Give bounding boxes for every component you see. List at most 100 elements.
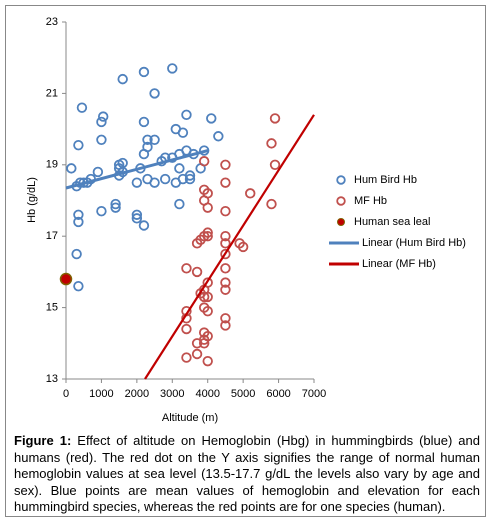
data-point — [181, 323, 192, 335]
data-point — [66, 163, 77, 174]
data-point — [237, 241, 249, 253]
data-point — [269, 159, 281, 171]
data-point — [198, 291, 210, 303]
data-point — [96, 134, 107, 146]
data-point — [138, 116, 150, 128]
data-point — [149, 88, 160, 99]
data-point — [220, 238, 231, 249]
x-tick-label: 2000 — [125, 388, 149, 400]
data-point — [202, 230, 213, 242]
x-tick-label: 6000 — [266, 388, 290, 400]
data-point — [181, 263, 192, 274]
data-point — [213, 131, 224, 142]
data-point — [131, 209, 143, 220]
data-point — [96, 116, 107, 128]
caption: Figure 1: Effect of altitude on Hemoglob… — [14, 433, 480, 516]
data-point — [191, 348, 203, 360]
data-point — [202, 277, 213, 288]
data-point — [220, 313, 231, 324]
x-tick-label: 0 — [63, 388, 69, 400]
data-point — [220, 320, 231, 331]
x-tick-label: 7000 — [302, 388, 326, 400]
chart-frame — [5, 5, 486, 517]
data-point — [110, 202, 121, 213]
data-point — [202, 291, 213, 303]
y-tick-label: 21 — [46, 87, 58, 99]
data-point — [220, 263, 231, 274]
data-point — [198, 184, 210, 195]
data-point — [138, 220, 150, 231]
x-tick-label: 1000 — [89, 388, 113, 400]
y-tick-label: 13 — [46, 373, 58, 385]
data-point — [117, 73, 128, 85]
data-point — [266, 138, 277, 149]
legend-label: Hum Bird Hb — [354, 174, 417, 186]
data-point — [202, 305, 213, 317]
data-point — [73, 280, 84, 292]
data-point — [92, 166, 104, 178]
data-point — [269, 113, 281, 124]
data-point — [220, 284, 231, 295]
legend-label: Linear (Hum Bird Hb) — [362, 237, 466, 249]
legend-label: Human sea leal — [354, 216, 430, 228]
y-axis-label: Hb (g/dL) — [26, 177, 38, 223]
data-point — [59, 272, 73, 286]
data-point — [202, 330, 213, 342]
data-point — [167, 63, 178, 74]
data-point — [184, 173, 196, 185]
data-point — [110, 198, 121, 210]
legend-swatch — [336, 196, 346, 206]
data-point — [177, 127, 189, 138]
data-point — [73, 216, 84, 228]
x-tick-label: 3000 — [160, 388, 184, 400]
data-point — [142, 134, 153, 146]
data-point — [220, 159, 231, 171]
y-tick-label: 23 — [46, 16, 58, 28]
data-point — [206, 113, 217, 124]
caption-text: Effect of altitude on Hemoglobin (Hbg) i… — [14, 433, 480, 514]
data-point — [73, 139, 84, 151]
legend-label: Linear (MF Hb) — [362, 258, 436, 270]
data-point — [170, 177, 182, 188]
trend-line — [65, 149, 209, 190]
data-point — [174, 198, 185, 210]
data-point — [220, 206, 231, 217]
data-point — [73, 209, 84, 220]
data-point — [142, 141, 153, 153]
data-point — [266, 198, 277, 210]
data-point — [96, 206, 107, 217]
data-point — [220, 248, 231, 260]
data-point — [220, 177, 231, 188]
data-point — [97, 111, 109, 122]
caption-label: Figure 1: — [14, 433, 72, 448]
legend-label: MF Hb — [354, 195, 387, 207]
data-point — [202, 227, 213, 238]
x-tick-label: 4000 — [195, 388, 219, 400]
data-point — [191, 266, 203, 278]
data-point — [159, 173, 171, 185]
data-point — [202, 202, 213, 213]
trend-line — [144, 114, 315, 380]
data-point — [138, 66, 150, 78]
data-point — [76, 102, 88, 113]
data-point — [131, 177, 143, 188]
data-point — [181, 352, 192, 363]
data-point — [149, 177, 160, 188]
data-point — [131, 213, 143, 224]
data-point — [202, 355, 213, 367]
x-axis-label: Altitude (m) — [162, 412, 218, 424]
data-point — [184, 170, 196, 181]
y-tick-label: 17 — [46, 230, 58, 242]
y-tick-label: 15 — [46, 302, 58, 314]
data-point — [245, 188, 256, 199]
data-point — [149, 134, 160, 146]
legend-swatch — [336, 175, 346, 185]
data-point — [220, 277, 231, 288]
y-tick-label: 19 — [46, 159, 58, 171]
data-point — [71, 248, 82, 260]
data-point — [198, 156, 210, 167]
chart: Altitude (m) Hb (g/dL) 13 15 17 19 21 23 0 1000… — [26, 16, 466, 424]
data-point — [174, 163, 185, 174]
data-point — [220, 230, 231, 242]
